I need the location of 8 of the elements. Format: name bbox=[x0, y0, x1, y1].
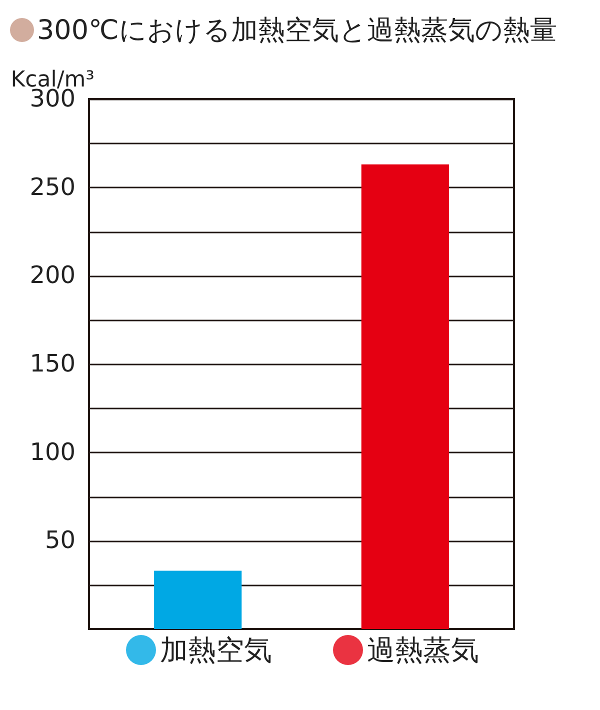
x-tick-label: 過熱蒸気 bbox=[367, 634, 480, 666]
x-tick-label: 加熱空気 bbox=[160, 634, 272, 666]
y-tick-label: 200 bbox=[30, 261, 76, 290]
y-tick-label: 100 bbox=[30, 438, 76, 466]
y-tick-label: 150 bbox=[30, 350, 76, 378]
y-tick-label: 50 bbox=[44, 526, 76, 554]
chart-title: 300℃における加熱空気と過熱蒸気の熱量 bbox=[37, 14, 557, 48]
y-tick-label: 250 bbox=[30, 172, 76, 201]
